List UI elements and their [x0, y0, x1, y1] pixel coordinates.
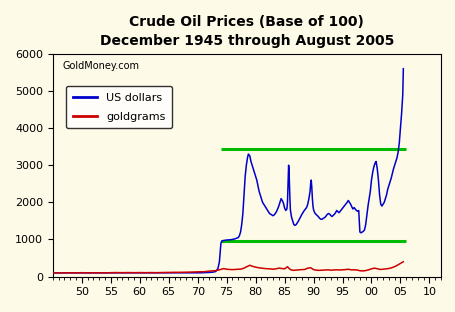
- Text: GoldMoney.com: GoldMoney.com: [62, 61, 139, 71]
- Title: Crude Oil Prices (Base of 100)
December 1945 through August 2005: Crude Oil Prices (Base of 100) December …: [100, 15, 393, 48]
- Legend: US dollars, goldgrams: US dollars, goldgrams: [66, 86, 172, 128]
